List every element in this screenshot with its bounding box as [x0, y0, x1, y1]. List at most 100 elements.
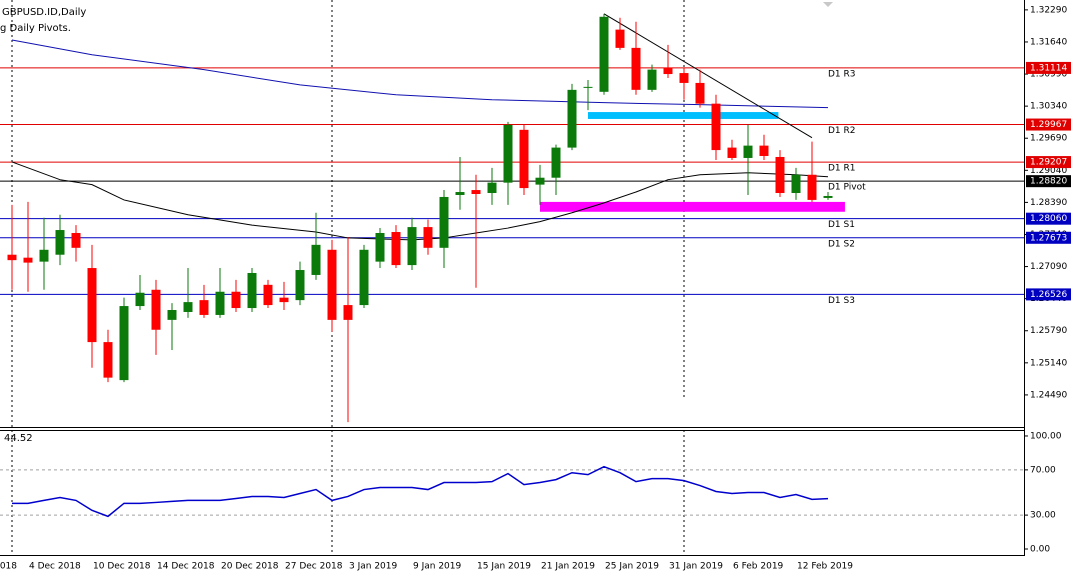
- candle-body: [631, 47, 641, 90]
- x-tick-label: 27 Dec 2018: [285, 562, 343, 572]
- level-price-box: [1026, 231, 1071, 244]
- x-tick-label: 4 Dec 2018: [29, 562, 81, 572]
- level-price-label: 1.28820: [1030, 177, 1067, 187]
- candle-body: [423, 227, 433, 248]
- candle-body: [743, 145, 753, 158]
- pivot-level-name: D1 R3: [828, 69, 856, 79]
- candle-body: [119, 306, 129, 381]
- candle-body: [215, 291, 225, 315]
- level-price-label: 1.29207: [1030, 158, 1067, 168]
- indicator-title: g Daily Pivots.: [0, 23, 71, 34]
- candle-body: [231, 291, 241, 309]
- y-tick-label: 70.00: [1030, 465, 1056, 475]
- level-price-label: 1.27673: [1030, 233, 1067, 243]
- y-tick-label: 1.31640: [1030, 37, 1067, 47]
- candle-body: [135, 292, 145, 307]
- candle-body: [391, 232, 401, 266]
- zone: [588, 112, 779, 119]
- x-tick-label: 9 Jan 2019: [413, 562, 461, 572]
- candle-body: [503, 124, 513, 183]
- x-tick-label: 14 Dec 2018: [157, 562, 215, 572]
- y-tick-label: 1.29690: [1030, 134, 1067, 144]
- level-price-box: [1026, 288, 1071, 301]
- rsi-line: [12, 465, 829, 518]
- trend-line: [603, 13, 813, 139]
- candle-body: [103, 342, 113, 378]
- candle-body: [359, 249, 369, 306]
- candle-body: [455, 192, 465, 195]
- y-tick-label: 30.00: [1030, 511, 1056, 521]
- candle-body: [599, 16, 609, 92]
- x-tick-label: 2018: [0, 562, 17, 572]
- candle-body: [23, 257, 33, 263]
- level-price-box: [1026, 61, 1071, 74]
- candle-body: [567, 89, 577, 148]
- zone: [540, 201, 845, 212]
- candle-body: [615, 29, 625, 48]
- y-tick-label: 1.30990: [1030, 70, 1067, 80]
- x-tick-label: 25 Jan 2019: [605, 562, 659, 572]
- candle-body: [343, 305, 353, 320]
- pivot-level-name: D1 S1: [828, 220, 855, 230]
- pivot-level-name: D1 Pivot: [828, 183, 866, 193]
- y-tick-label: 0.00: [1030, 545, 1050, 555]
- candle-body: [7, 254, 17, 261]
- x-tick-label: 31 Jan 2019: [669, 562, 723, 572]
- level-price-box: [1026, 175, 1071, 188]
- moving-average: [11, 39, 829, 109]
- candle-body: [679, 73, 689, 83]
- candle-body: [151, 289, 161, 330]
- level-price-box: [1026, 212, 1071, 225]
- candle-body: [647, 69, 657, 90]
- candle-body: [247, 272, 257, 309]
- candle-body: [695, 82, 705, 104]
- candle-body: [711, 103, 721, 151]
- level-price-box: [1026, 156, 1071, 169]
- y-tick-label: 1.32290: [1030, 5, 1067, 15]
- candle-body: [55, 230, 65, 255]
- candle-body: [727, 147, 737, 158]
- rsi-value: 44.52: [4, 433, 33, 444]
- candle-body: [823, 195, 833, 198]
- candle-body: [519, 129, 529, 189]
- x-tick-label: 6 Feb 2019: [733, 562, 784, 572]
- x-tick-label: 10 Dec 2018: [93, 562, 151, 572]
- candle-body: [87, 268, 97, 343]
- y-tick-label: 1.24490: [1030, 390, 1067, 400]
- candle-body: [199, 300, 209, 315]
- pivot-level-name: D1 R1: [828, 164, 856, 174]
- candle-body: [407, 227, 417, 266]
- candle-body: [183, 302, 193, 312]
- level-price-box: [1026, 118, 1071, 131]
- candle-body: [775, 156, 785, 194]
- candle-body: [279, 297, 289, 303]
- x-tick-label: 20 Dec 2018: [221, 562, 279, 572]
- x-tick-label: 3 Jan 2019: [349, 562, 397, 572]
- candle-body: [39, 249, 49, 262]
- level-price-label: 1.26526: [1030, 290, 1067, 300]
- plot-layer: D1 R3 D1 R2 D1 R1 D1 Pivot D1 S1 D1 S2 D1 S3: [0, 13, 1024, 518]
- candle-body: [71, 232, 81, 248]
- candle-body: [551, 147, 561, 178]
- y-tick-label: 100.00: [1030, 431, 1062, 441]
- candle-body: [311, 244, 321, 275]
- pivot-level-name: D1 S3: [828, 296, 855, 306]
- candle-body: [471, 190, 481, 195]
- candle-body: [583, 86, 593, 88]
- pivot-level-name: D1 R2: [828, 126, 856, 136]
- level-price-label: 1.31114: [1030, 63, 1067, 73]
- candle-body: [487, 182, 497, 194]
- y-tick-label: 1.29040: [1030, 166, 1067, 176]
- pivot-level-name: D1 S2: [828, 239, 855, 249]
- y-tick-label: 1.28390: [1030, 198, 1067, 208]
- x-tick-label: 15 Jan 2019: [477, 562, 531, 572]
- y-tick-label: 1.25790: [1030, 326, 1067, 336]
- candle-body: [327, 249, 337, 320]
- x-tick-label: 21 Jan 2019: [541, 562, 595, 572]
- candle-body: [375, 232, 385, 262]
- candle-body: [439, 196, 449, 248]
- shift-marker: [823, 2, 833, 7]
- candle-body: [263, 284, 273, 306]
- level-price-label: 1.28060: [1030, 214, 1067, 224]
